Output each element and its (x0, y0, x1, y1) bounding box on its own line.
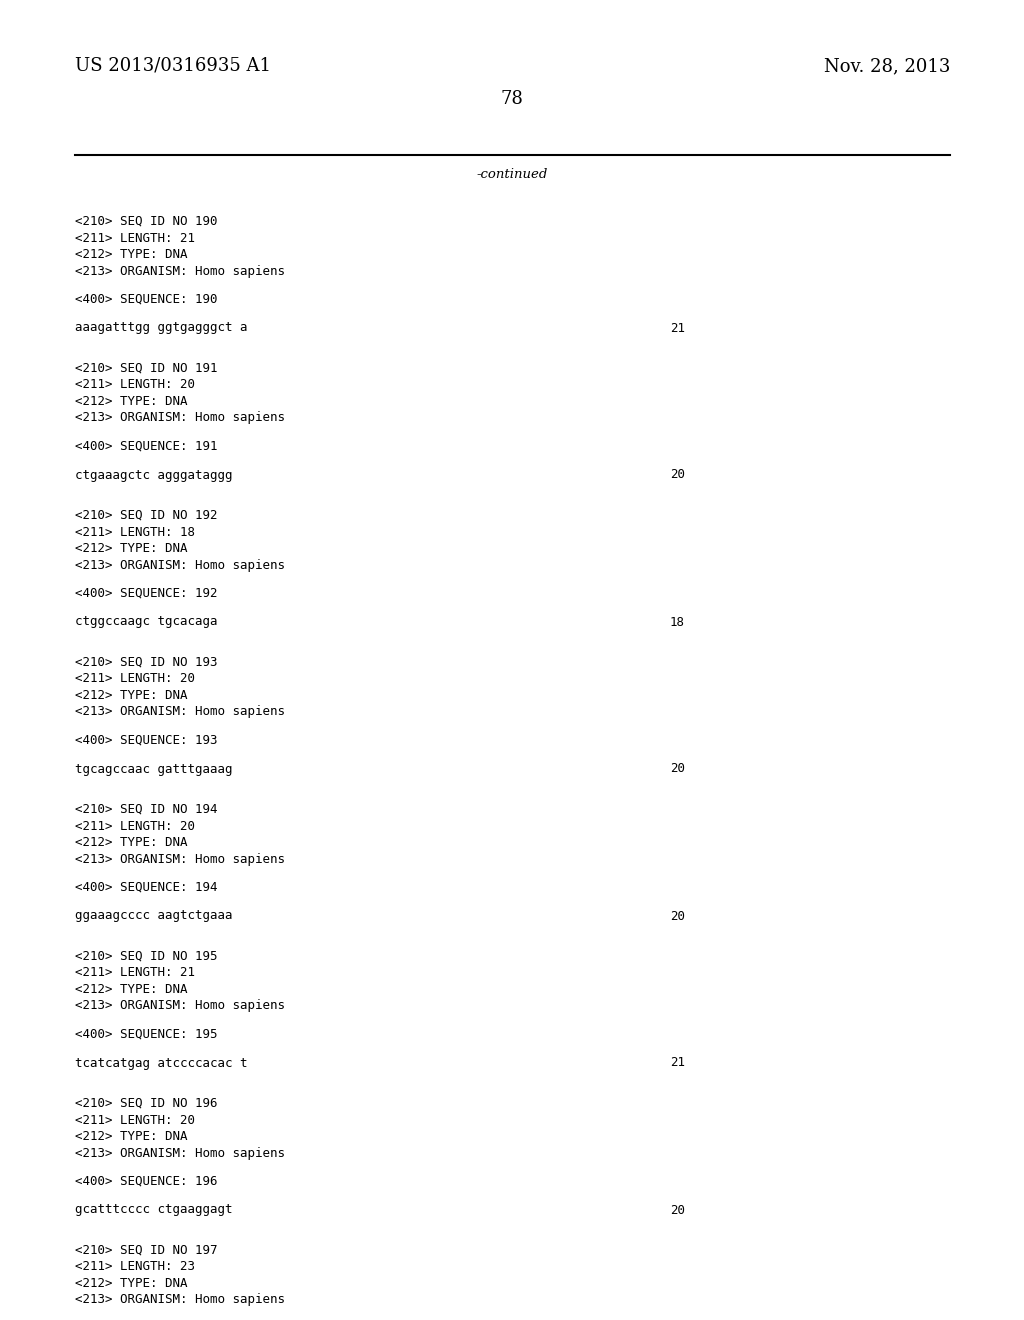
Text: 20: 20 (670, 909, 685, 923)
Text: <213> ORGANISM: Homo sapiens: <213> ORGANISM: Homo sapiens (75, 264, 285, 277)
Text: <213> ORGANISM: Homo sapiens: <213> ORGANISM: Homo sapiens (75, 1147, 285, 1159)
Text: <211> LENGTH: 21: <211> LENGTH: 21 (75, 966, 195, 979)
Text: <212> TYPE: DNA: <212> TYPE: DNA (75, 689, 187, 702)
Text: 21: 21 (670, 1056, 685, 1069)
Text: <213> ORGANISM: Homo sapiens: <213> ORGANISM: Homo sapiens (75, 853, 285, 866)
Text: <213> ORGANISM: Homo sapiens: <213> ORGANISM: Homo sapiens (75, 999, 285, 1012)
Text: <211> LENGTH: 20: <211> LENGTH: 20 (75, 379, 195, 392)
Text: aaagatttgg ggtgagggct a: aaagatttgg ggtgagggct a (75, 322, 248, 334)
Text: <211> LENGTH: 23: <211> LENGTH: 23 (75, 1261, 195, 1274)
Text: <400> SEQUENCE: 190: <400> SEQUENCE: 190 (75, 293, 217, 306)
Text: <210> SEQ ID NO 192: <210> SEQ ID NO 192 (75, 510, 217, 521)
Text: <212> TYPE: DNA: <212> TYPE: DNA (75, 983, 187, 997)
Text: <400> SEQUENCE: 191: <400> SEQUENCE: 191 (75, 440, 217, 453)
Text: <211> LENGTH: 20: <211> LENGTH: 20 (75, 820, 195, 833)
Text: 20: 20 (670, 763, 685, 776)
Text: <213> ORGANISM: Homo sapiens: <213> ORGANISM: Homo sapiens (75, 412, 285, 425)
Text: <213> ORGANISM: Homo sapiens: <213> ORGANISM: Homo sapiens (75, 1294, 285, 1307)
Text: 20: 20 (670, 1204, 685, 1217)
Text: 78: 78 (501, 90, 523, 108)
Text: <211> LENGTH: 20: <211> LENGTH: 20 (75, 1114, 195, 1126)
Text: -continued: -continued (476, 168, 548, 181)
Text: <211> LENGTH: 20: <211> LENGTH: 20 (75, 672, 195, 685)
Text: ctgaaagctc agggataggg: ctgaaagctc agggataggg (75, 469, 232, 482)
Text: <212> TYPE: DNA: <212> TYPE: DNA (75, 543, 187, 554)
Text: <210> SEQ ID NO 191: <210> SEQ ID NO 191 (75, 362, 217, 375)
Text: ggaaagcccc aagtctgaaa: ggaaagcccc aagtctgaaa (75, 909, 232, 923)
Text: <212> TYPE: DNA: <212> TYPE: DNA (75, 1130, 187, 1143)
Text: <400> SEQUENCE: 192: <400> SEQUENCE: 192 (75, 587, 217, 601)
Text: tgcagccaac gatttgaaag: tgcagccaac gatttgaaag (75, 763, 232, 776)
Text: Nov. 28, 2013: Nov. 28, 2013 (823, 57, 950, 75)
Text: ctggccaagc tgcacaga: ctggccaagc tgcacaga (75, 615, 217, 628)
Text: <400> SEQUENCE: 196: <400> SEQUENCE: 196 (75, 1175, 217, 1188)
Text: 18: 18 (670, 615, 685, 628)
Text: <212> TYPE: DNA: <212> TYPE: DNA (75, 836, 187, 849)
Text: <210> SEQ ID NO 195: <210> SEQ ID NO 195 (75, 950, 217, 964)
Text: <210> SEQ ID NO 193: <210> SEQ ID NO 193 (75, 656, 217, 669)
Text: tcatcatgag atccccacac t: tcatcatgag atccccacac t (75, 1056, 248, 1069)
Text: gcatttcccc ctgaaggagt: gcatttcccc ctgaaggagt (75, 1204, 232, 1217)
Text: 21: 21 (670, 322, 685, 334)
Text: <210> SEQ ID NO 194: <210> SEQ ID NO 194 (75, 803, 217, 816)
Text: <211> LENGTH: 18: <211> LENGTH: 18 (75, 525, 195, 539)
Text: <400> SEQUENCE: 194: <400> SEQUENCE: 194 (75, 880, 217, 894)
Text: <210> SEQ ID NO 190: <210> SEQ ID NO 190 (75, 215, 217, 228)
Text: <212> TYPE: DNA: <212> TYPE: DNA (75, 248, 187, 261)
Text: <210> SEQ ID NO 196: <210> SEQ ID NO 196 (75, 1097, 217, 1110)
Text: <400> SEQUENCE: 193: <400> SEQUENCE: 193 (75, 734, 217, 747)
Text: <211> LENGTH: 21: <211> LENGTH: 21 (75, 231, 195, 244)
Text: 20: 20 (670, 469, 685, 482)
Text: <210> SEQ ID NO 197: <210> SEQ ID NO 197 (75, 1243, 217, 1257)
Text: US 2013/0316935 A1: US 2013/0316935 A1 (75, 57, 271, 75)
Text: <212> TYPE: DNA: <212> TYPE: DNA (75, 1276, 187, 1290)
Text: <212> TYPE: DNA: <212> TYPE: DNA (75, 395, 187, 408)
Text: <213> ORGANISM: Homo sapiens: <213> ORGANISM: Homo sapiens (75, 705, 285, 718)
Text: <400> SEQUENCE: 195: <400> SEQUENCE: 195 (75, 1028, 217, 1041)
Text: <213> ORGANISM: Homo sapiens: <213> ORGANISM: Homo sapiens (75, 558, 285, 572)
